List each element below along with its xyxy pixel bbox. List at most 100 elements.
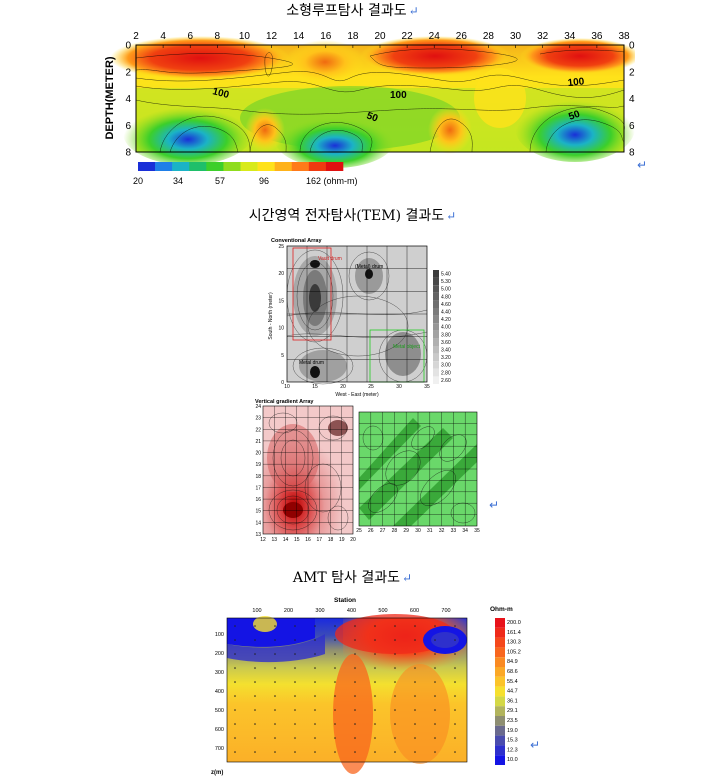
tem-vertical-gradient-figure: Vertical gradient Array 12 13 14 15 16 17 18 19… <box>255 399 480 543</box>
y-tick-label: 25 <box>278 244 284 250</box>
legend-swatch <box>433 270 439 278</box>
x-tick-label: 34 <box>462 528 468 534</box>
contour-label: 100 <box>567 76 585 89</box>
depth-tick-label: 600 <box>215 727 224 733</box>
depth-tick-label: 100 <box>215 632 224 638</box>
x-tick-label: 15 <box>294 537 300 543</box>
measurement-point <box>274 695 276 697</box>
measurement-point <box>414 723 416 725</box>
contour-label: 50 <box>567 109 582 123</box>
x-tick-label: 20 <box>340 384 346 390</box>
colorbar-swatch <box>138 162 156 171</box>
measurement-point <box>394 751 396 753</box>
measurement-point <box>334 681 336 683</box>
colorbar-swatch <box>291 162 310 171</box>
x-tick-label: 16 <box>320 31 332 42</box>
depth-tick-label: 200 <box>215 651 224 657</box>
x-tick-label: 20 <box>350 537 356 543</box>
colorbar-tick-label: 20 <box>133 176 143 186</box>
colorbar-swatch <box>223 162 241 171</box>
measurement-point <box>334 639 336 641</box>
x-tick-label: 17 <box>316 537 322 543</box>
red-gradient-plot <box>262 405 354 535</box>
green-gradient-plot <box>358 411 478 527</box>
x-tick-label: 26 <box>368 528 374 534</box>
measurement-point <box>374 751 376 753</box>
legend-value: 2.80 <box>441 370 451 376</box>
legend-value: 3.40 <box>441 348 451 354</box>
legend-swatch <box>433 346 439 354</box>
return-mark-icon: ↵ <box>402 571 413 585</box>
station-tick-label: 700 <box>441 608 450 614</box>
y-tick-label: 21 <box>255 439 261 445</box>
loop-y-ticks: 0 0 2 2 4 4 6 6 8 8 <box>125 41 635 159</box>
measurement-point <box>254 709 256 711</box>
depth-tick-label: 400 <box>215 689 224 695</box>
measurement-point <box>274 751 276 753</box>
measurement-point <box>454 639 456 641</box>
loop-plot-area <box>110 36 635 168</box>
loop-x-ticks: 2 4 6 8 10 12 14 16 18 20 22 24 26 28 30 32 34 36 38 <box>133 31 630 48</box>
return-mark-icon: ↵ <box>446 209 457 223</box>
colorbar-tick-label: 96 <box>259 176 269 186</box>
x-tick-label: 18 <box>328 537 334 543</box>
colorbar-swatch <box>257 162 275 171</box>
colorbar-swatch <box>325 162 344 171</box>
measurement-point <box>294 723 296 725</box>
measurement-point <box>334 695 336 697</box>
measurement-point <box>254 695 256 697</box>
conventional-title: Conventional Array <box>271 238 322 244</box>
y-tick-label: 18 <box>255 474 261 480</box>
station-tick-label: 600 <box>410 608 419 614</box>
x-tick-label: 14 <box>283 537 289 543</box>
legend-value: 105.2 <box>507 649 521 655</box>
measurement-point <box>454 653 456 655</box>
x-tick-label: 30 <box>510 31 522 42</box>
measurement-point <box>334 737 336 739</box>
measurement-point <box>294 709 296 711</box>
colorbar-swatch <box>172 162 190 171</box>
measurement-point <box>414 751 416 753</box>
legend-swatch <box>433 323 439 331</box>
loop-colorbar: 20 34 57 96 162 (ohm-m) <box>133 162 358 186</box>
y-tick-label: 15 <box>278 298 284 304</box>
x-tick-label: 32 <box>537 31 549 42</box>
measurement-point <box>354 737 356 739</box>
loop-contour-labels: 100 100 100 50 50 <box>211 76 585 125</box>
x-tick-label: 35 <box>474 528 480 534</box>
legend-value: 130.3 <box>507 640 521 646</box>
x-tick-label: 4 <box>160 31 166 42</box>
x-tick-label: 27 <box>380 528 386 534</box>
x-tick-label: 31 <box>427 528 433 534</box>
contour-label: 50 <box>365 110 380 124</box>
y-tick-label: 23 <box>255 416 261 422</box>
x-tick-label: 2 <box>133 31 139 42</box>
y-tick-label: 20 <box>278 271 284 277</box>
x-tick-label: 22 <box>402 31 414 42</box>
measurement-point <box>234 625 236 627</box>
legend-swatch <box>433 353 439 362</box>
measurement-point <box>314 723 316 725</box>
measurement-point <box>414 737 416 739</box>
measurement-point <box>274 653 276 655</box>
legend-value: 19.0 <box>507 728 518 734</box>
measurement-point <box>394 653 396 655</box>
measurement-point <box>274 639 276 641</box>
x-tick-label: 18 <box>347 31 359 42</box>
y-tick-label: 14 <box>255 520 261 526</box>
measurement-point <box>234 681 236 683</box>
measurement-point <box>354 751 356 753</box>
measurement-point <box>354 653 356 655</box>
legend-swatch <box>495 725 505 736</box>
conventional-y-label: South - North (meter) <box>268 292 274 340</box>
y-tick-label-right: 2 <box>629 67 635 78</box>
measurement-point <box>394 681 396 683</box>
legend-value: 4.60 <box>441 302 451 308</box>
legend-swatch <box>495 735 505 746</box>
colorbar-swatch <box>240 162 258 171</box>
legend-swatch <box>495 618 505 628</box>
measurement-point <box>434 681 436 683</box>
annotation: (Metal) drum <box>355 264 383 270</box>
y-tick-label: 19 <box>255 462 261 468</box>
measurement-point <box>234 639 236 641</box>
